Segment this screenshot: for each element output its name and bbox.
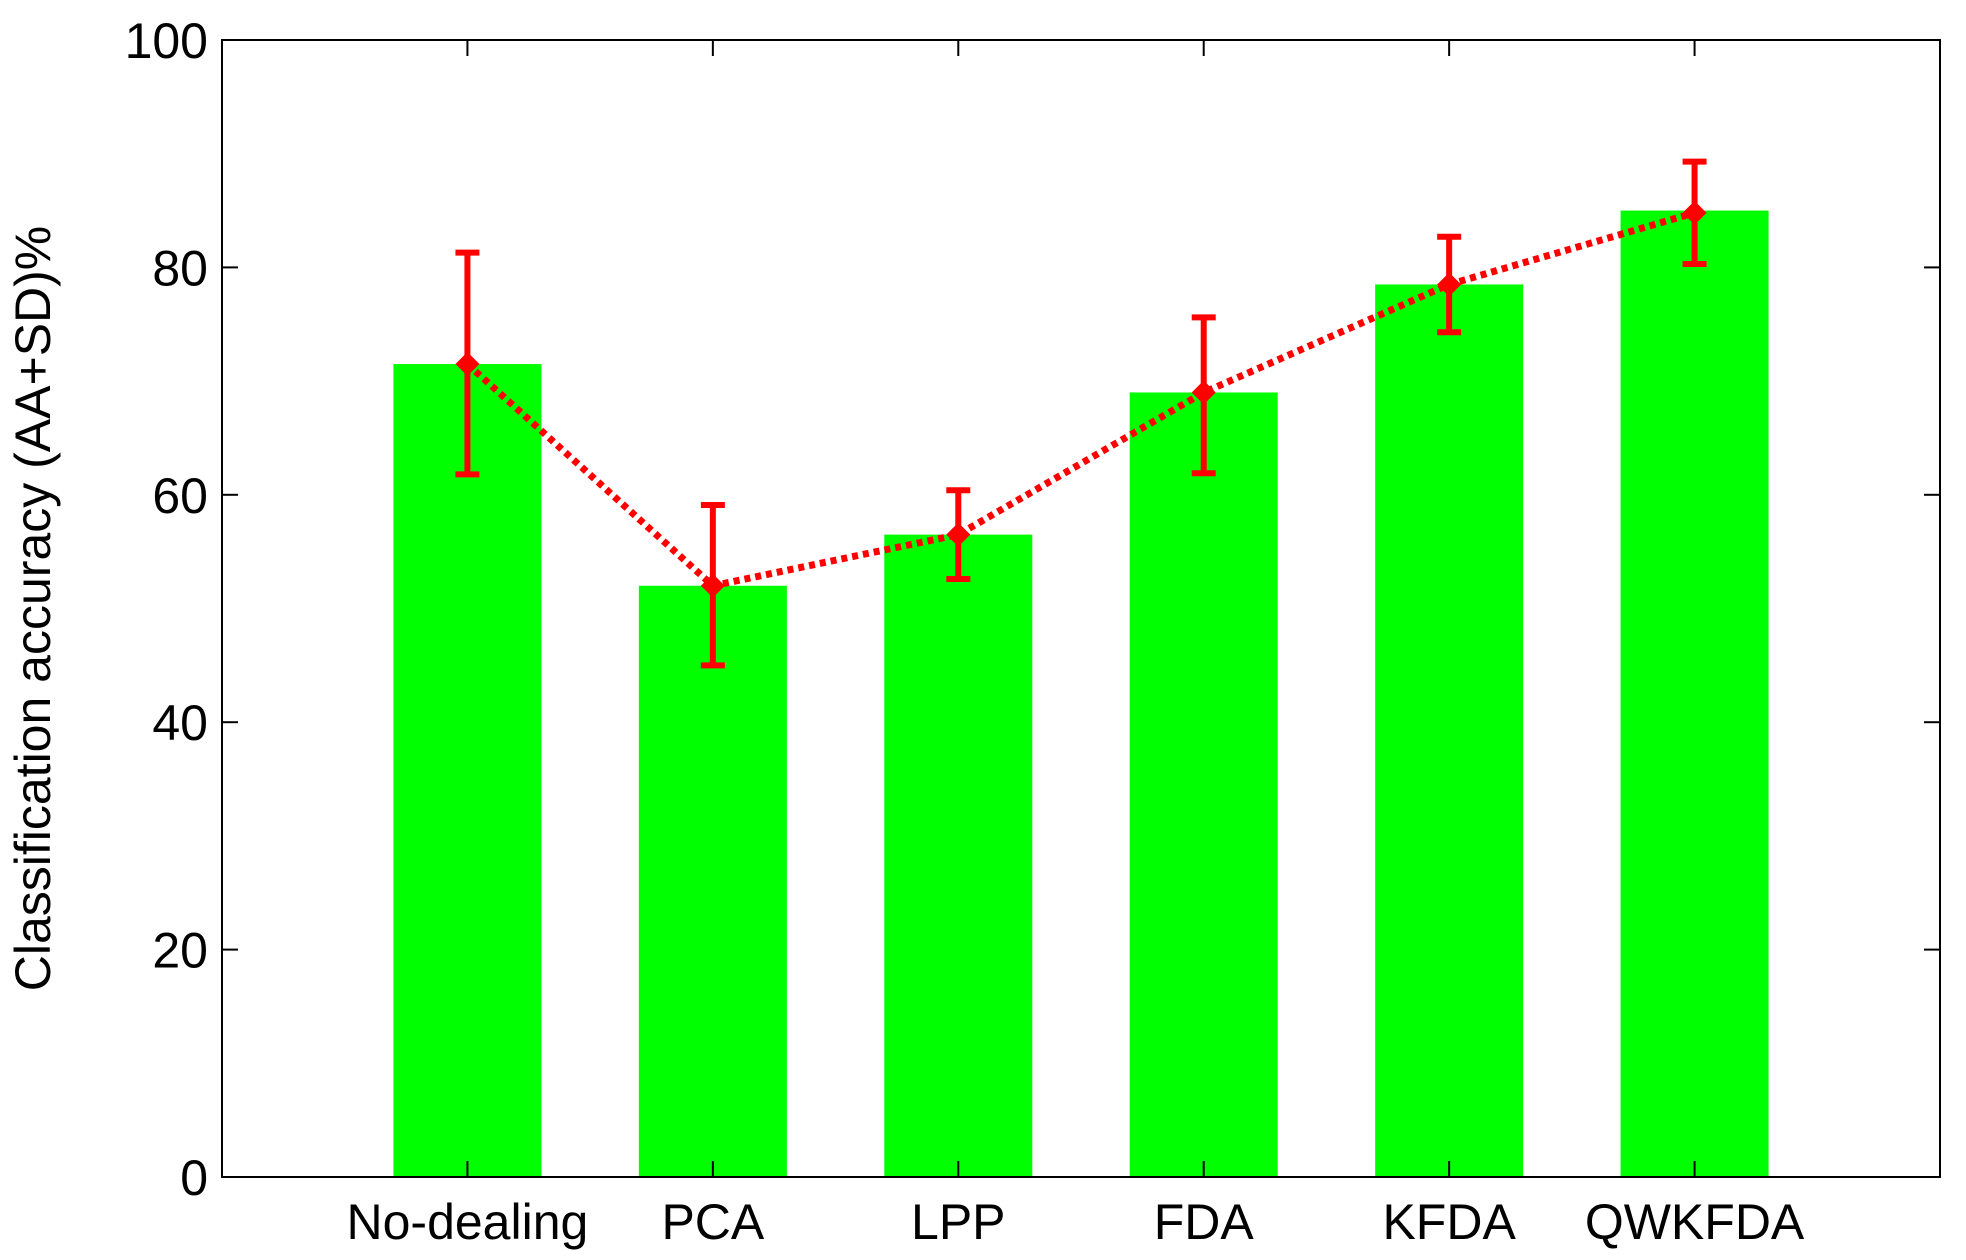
y-tick-label: 0 [180,1150,208,1206]
y-axis-ticks: 0 20 40 60 80 100 [125,13,1940,1206]
y-tick-label: 20 [152,923,208,979]
x-tick-label-fda: FDA [1154,1194,1255,1250]
marker-fda [1191,380,1216,405]
x-tick-label-no-dealing: No-dealing [347,1194,589,1250]
bar-fda [1129,392,1278,1178]
bar-qwkfda [1620,210,1769,1178]
y-axis-title: Classification accuracy (AA+SD)% [5,226,61,992]
marker-no-dealing [455,352,480,377]
bar-lpp [884,534,1033,1177]
x-tick-label-pca: PCA [661,1194,764,1250]
marker-pca [700,573,725,598]
y-tick-label: 80 [152,240,208,296]
trend-group [455,158,1707,669]
x-tick-label-lpp: LPP [911,1194,1006,1250]
y-tick-label: 40 [152,695,208,751]
bar-pca [638,585,787,1177]
bar-kfda [1375,284,1524,1178]
y-tick-label: 100 [125,13,208,69]
plot-frame [221,39,1941,1178]
marker-kfda [1437,272,1462,297]
marker-lpp [946,522,971,547]
bars-group [393,210,1769,1178]
y-tick-label: 60 [152,468,208,524]
bar-no-dealing [393,364,542,1177]
x-axis-ticks: No-dealing PCA LPP FDA KFDA QWKFDA [347,40,1805,1250]
marker-qwkfda [1682,200,1707,225]
x-tick-label-qwkfda: QWKFDA [1585,1194,1805,1250]
x-tick-label-kfda: KFDA [1382,1194,1516,1250]
trend-line [465,209,1696,590]
